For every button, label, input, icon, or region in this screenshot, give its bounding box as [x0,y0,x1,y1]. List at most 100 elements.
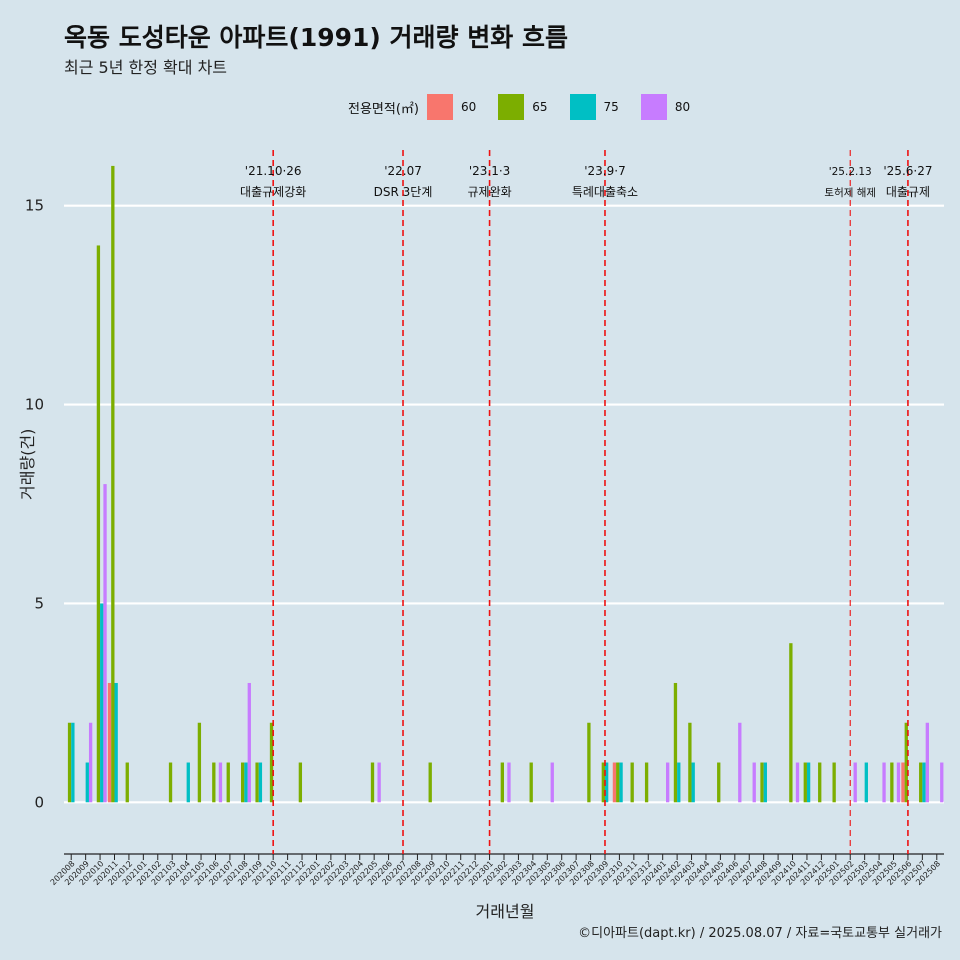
bar-65-202501 [832,762,836,803]
bar-65-202311 [630,762,634,803]
bar-65-202302 [500,762,504,803]
y-tick-label: 0 [34,793,44,811]
bar-65-202012 [125,762,129,803]
bar-65-202011 [111,165,115,803]
bar-75-202109 [258,762,263,803]
bar-80-202401 [666,762,670,803]
y-axis-label: 거래량(건) [18,428,37,500]
event-name-label: 대출규제강화 [240,185,306,199]
bar-75-202010 [100,603,104,803]
bar-65-202304 [529,762,533,803]
bar-75-202402 [677,762,681,803]
legend-title: 전용면적(㎡) [348,101,419,117]
event-date-label: '21.10·26 [245,164,302,178]
bar-80-202302 [507,762,511,803]
x-axis-label: 거래년월 [475,902,535,921]
event-date-label: '23.1·3 [469,164,510,178]
source-caption: ©디아파트(dapt.kr) / 2025.08.07 / 자료=국토교통부 실… [578,926,942,941]
bar-80-202502 [853,762,857,803]
legend-label: 60 [460,100,477,114]
bar-60-202310 [612,762,617,803]
bar-80-202010 [103,484,107,803]
event-name-label: 규제완화 [467,185,511,199]
bar-80-202108 [247,682,251,803]
y-tick-label: 5 [34,594,44,612]
bar-65-202103 [168,762,173,803]
bar-80-202009 [88,722,93,803]
bar-65-202405 [717,762,721,803]
chart-subtitle: 최근 5년 한정 확대 차트 [64,58,228,77]
bar-80-202106 [218,762,223,803]
event-name-label: DSR 3단계 [374,185,433,199]
bar-80-202407 [752,762,756,803]
bar-65-202010 [96,245,101,803]
bar-65-202403 [688,722,692,803]
bar-75-202009 [85,762,89,803]
bar-65-202507 [919,762,923,803]
bar-80-202410 [795,762,800,803]
bar-65-202105 [197,722,202,803]
bar-75-202104 [186,762,190,803]
bar-65-202107 [226,762,230,803]
legend-swatch [640,94,667,120]
bar-75-202507 [922,762,926,803]
legend-item-65: 65 [498,94,559,120]
bar-80-202504 [882,762,886,803]
bar-65-202310 [616,762,620,803]
bar-80-202205 [377,762,381,803]
legend-swatch [569,94,596,120]
bar-75-202008 [71,722,75,803]
bar-65-202108 [241,762,245,803]
bar-80-202508 [940,762,944,803]
bar-80-202406 [738,722,742,803]
legend-swatch [498,94,525,120]
bar-80-202305 [550,762,554,803]
bar-75-202108 [244,762,248,803]
bar-65-202308 [587,722,591,803]
bar-75-202011 [114,682,118,803]
bar-65-202402 [673,682,678,803]
bar-75-202310 [619,762,623,803]
legend-item-80: 80 [640,94,702,120]
bar-65-202312 [644,762,649,803]
y-tick-label: 15 [25,197,44,215]
event-date-label: '23.9·7 [584,164,625,178]
bar-80-202507 [925,722,929,803]
legend-label: 80 [674,100,691,114]
event-date-label: '22.07 [384,164,422,178]
event-date-label: '25.6·27 [883,164,932,178]
bar-65-202109 [255,762,259,803]
event-date-label: '25.2.13 [829,166,872,178]
bar-65-202205 [370,762,375,803]
bar-65-202112 [298,762,303,803]
bar-65-202505 [890,762,894,803]
chart-title: 옥동 도성타운 아파트(1991) 거래량 변화 흐름 [64,23,568,52]
legend-label: 65 [532,100,548,114]
bar-60-202011 [107,682,112,803]
bar-65-202411 [803,762,807,803]
bar-60-202506 [901,762,905,803]
bar-65-202410 [789,643,793,803]
bar-75-202309 [604,762,609,803]
bar-75-202503 [864,762,868,803]
bar-65-202412 [818,762,822,803]
legend: 전용면적(㎡) 60 65 75 80 [348,92,712,122]
bar-65-202506 [904,722,908,803]
event-name-label: 대출규제 [886,185,930,199]
bar-65-202110 [269,722,274,803]
bar-75-202411 [806,762,811,803]
legend-swatch [426,94,453,120]
bar-75-202403 [691,762,695,803]
event-name-label: 특례대출축소 [572,185,638,199]
legend-item-60: 60 [426,94,488,120]
bar-75-202408 [763,762,767,803]
event-name-label: 토허제 해제 [824,186,876,199]
legend-label: 75 [603,100,619,114]
legend-item-75: 75 [569,94,631,120]
bar-65-202309 [601,762,605,803]
bar-65-202008 [67,722,72,803]
bar-80-202505 [896,762,901,803]
bar-65-202408 [760,762,764,803]
y-tick-label: 10 [25,396,44,414]
